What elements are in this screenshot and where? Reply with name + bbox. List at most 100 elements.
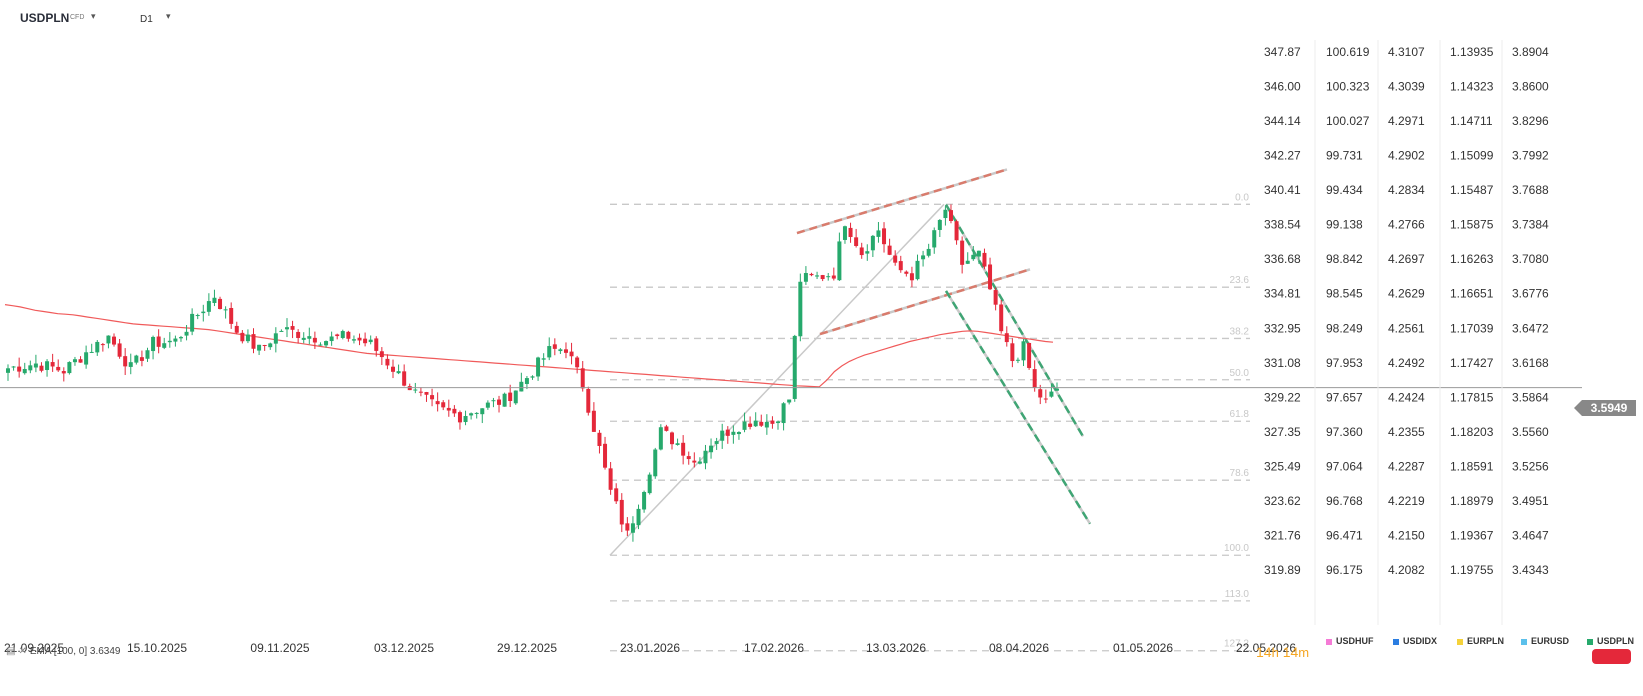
candle-body (212, 297, 217, 303)
candle-body (240, 332, 245, 342)
candle-body (301, 337, 306, 340)
x-axis-label: 15.10.2025 (127, 641, 187, 655)
ema-line (4, 304, 1054, 388)
countdown-hours-unit: h (1271, 645, 1279, 660)
scale-legend-usdhuf[interactable]: USDHUF (1326, 636, 1374, 646)
scale-value-eurpln: 4.2424 (1388, 390, 1425, 404)
candle-body (56, 366, 61, 371)
candle-body (770, 420, 775, 424)
candle-body (530, 376, 535, 378)
candle-body (960, 240, 965, 265)
candle-body (17, 366, 22, 372)
candle-body (815, 275, 820, 277)
candle-body (1004, 333, 1009, 343)
scale-legend-usdpln[interactable]: USDPLN (1587, 636, 1634, 646)
scale-legend-eurusd[interactable]: EURUSD (1521, 636, 1569, 646)
fib-level-label: 113.0 (1225, 589, 1250, 600)
candle-body (424, 392, 429, 395)
trend-lines[interactable] (609, 168, 1092, 556)
scale-value-usdidx: 99.731 (1326, 149, 1363, 163)
candle-body (776, 421, 781, 424)
candle-body (1043, 398, 1048, 400)
scale-value-usdpln: 3.6168 (1512, 356, 1549, 370)
scale-legend-label: EURUSD (1531, 636, 1570, 646)
symbol-dropdown-icon[interactable]: ▾ (91, 11, 96, 21)
candle-body (826, 276, 831, 278)
candle-body (831, 275, 836, 279)
candle-body (921, 255, 926, 260)
timeframe-label[interactable]: D1 (140, 14, 153, 25)
scale-value-usdhuf: 331.08 (1264, 356, 1301, 370)
scale-value-usdpln: 3.5560 (1512, 425, 1549, 439)
candle-body (340, 331, 345, 338)
candle-body (463, 415, 468, 423)
candle-body (513, 390, 518, 404)
candle-body (28, 365, 33, 371)
close-icon[interactable]: ✕ (18, 646, 27, 657)
scale-value-usdhuf: 321.76 (1264, 528, 1301, 542)
candle-body (139, 357, 144, 361)
candle-body (218, 298, 223, 310)
candle-body (686, 456, 691, 460)
scale-value-eurpln: 4.2834 (1388, 183, 1425, 197)
symbol-name[interactable]: USDPLN (20, 11, 70, 25)
candle-body (385, 358, 390, 366)
scale-value-eurusd: 1.17427 (1450, 356, 1494, 370)
scale-value-eurusd: 1.18979 (1450, 494, 1494, 508)
scale-legend-label: USDIDX (1403, 636, 1438, 646)
sell-indicator[interactable] (1592, 649, 1631, 664)
x-axis-label: 23.01.2026 (620, 641, 680, 655)
candle-body (145, 350, 150, 359)
candle-body (848, 227, 853, 238)
candle-body (731, 431, 736, 435)
candle-body (502, 393, 507, 407)
scale-value-eurpln: 4.2629 (1388, 287, 1425, 301)
candle-body (190, 313, 195, 332)
candle-body (329, 336, 334, 342)
candle-body (614, 488, 619, 502)
scale-value-usdidx: 100.323 (1326, 80, 1370, 94)
candle-body (441, 402, 446, 408)
settings-lines-icon[interactable]: ▤ (6, 646, 16, 657)
countdown-minutes-unit: m (1298, 645, 1310, 660)
symbol-type: CFD (70, 14, 85, 21)
candle-body (787, 399, 792, 403)
scale-legend-usdidx[interactable]: USDIDX (1393, 636, 1437, 646)
x-axis-label: 01.05.2026 (1113, 641, 1173, 655)
candle-body (84, 352, 89, 365)
candle-body (497, 399, 502, 405)
scale-value-usdidx: 100.027 (1326, 114, 1370, 128)
scale-value-usdidx: 100.619 (1326, 45, 1370, 59)
candle-body (296, 331, 301, 338)
candle-body (608, 468, 613, 490)
fib-level-label: 61.8 (1230, 409, 1250, 420)
candle-body (524, 378, 529, 384)
candle-body (363, 338, 368, 344)
candle-body (446, 407, 451, 411)
channel-line-red (796, 168, 1008, 235)
scale-value-usdpln: 3.7992 (1512, 149, 1549, 163)
candle-body (1021, 341, 1026, 361)
candle-body (480, 408, 485, 415)
scale-legend-eurpln[interactable]: EURPLN (1457, 636, 1504, 646)
candle-body (792, 335, 797, 399)
fibonacci-retracement[interactable]: 0.0 23.6 38.2 50.0 61.8 78.6 100.0 113.0 127.2 (610, 192, 1250, 652)
scale-value-eurpln: 4.2971 (1388, 114, 1425, 128)
candle-body (882, 228, 887, 245)
timeframe-dropdown-icon[interactable]: ▾ (166, 11, 171, 21)
candle-body (642, 491, 647, 510)
candle-body (396, 371, 401, 374)
scale-value-usdpln: 3.4951 (1512, 494, 1549, 508)
candle-body (67, 362, 72, 374)
countdown-minutes: 14 (1282, 644, 1299, 660)
scale-value-usdidx: 99.138 (1326, 218, 1363, 232)
candle-body (1010, 343, 1015, 362)
scale-value-usdidx: 97.657 (1326, 390, 1363, 404)
candle-body (909, 273, 914, 281)
candle-body (95, 341, 100, 353)
candle-body (1027, 342, 1032, 368)
candle-body (469, 413, 474, 416)
candle-body (926, 248, 931, 256)
candle-body (262, 345, 267, 347)
